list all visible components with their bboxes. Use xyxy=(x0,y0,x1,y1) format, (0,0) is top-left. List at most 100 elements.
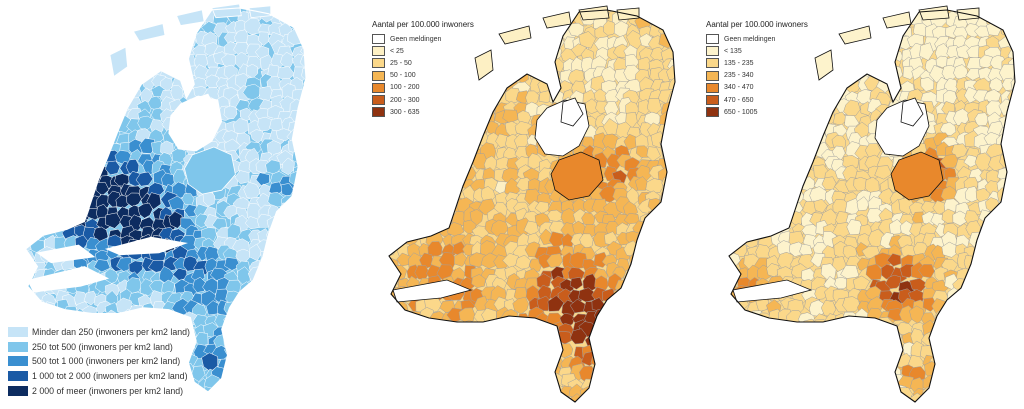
municipality-area xyxy=(607,342,621,357)
municipality-area xyxy=(9,153,24,169)
municipality-area xyxy=(729,339,742,357)
municipality-area xyxy=(234,379,253,393)
municipality-area xyxy=(260,250,277,267)
municipality-area xyxy=(39,77,58,93)
municipality-area xyxy=(389,400,401,402)
municipality-area xyxy=(770,375,784,393)
municipality-area xyxy=(271,7,287,12)
municipality-area xyxy=(267,334,284,350)
municipality-area xyxy=(41,22,58,39)
municipality-area xyxy=(842,343,858,360)
municipality-area xyxy=(529,65,546,80)
municipality-area xyxy=(978,307,994,324)
municipality-area xyxy=(669,113,675,130)
municipality-area xyxy=(621,387,638,401)
municipality-area xyxy=(55,161,70,176)
municipality-area xyxy=(732,400,747,402)
municipality-area xyxy=(645,277,662,292)
municipality-area xyxy=(39,84,56,102)
municipality-area xyxy=(757,330,773,345)
municipality-area xyxy=(181,193,195,206)
municipality-area xyxy=(974,243,989,261)
municipality-area xyxy=(932,399,948,402)
municipality-area xyxy=(303,378,306,393)
municipality-area xyxy=(414,372,432,390)
municipality-area xyxy=(804,385,820,401)
municipality-area xyxy=(625,305,641,325)
municipality-area xyxy=(60,151,78,167)
municipality-area xyxy=(298,321,306,338)
municipality-area xyxy=(417,151,433,170)
municipality-area xyxy=(1006,258,1015,273)
municipality-area xyxy=(41,168,57,187)
municipality-area xyxy=(41,132,57,146)
municipality-area xyxy=(765,363,783,381)
municipality-area xyxy=(745,189,762,203)
municipality-area xyxy=(568,22,585,37)
municipality-area xyxy=(744,220,762,234)
municipality-area xyxy=(515,254,531,270)
municipality-area xyxy=(44,53,61,70)
municipality-area xyxy=(389,130,398,147)
municipality-area xyxy=(820,263,837,280)
municipality-area xyxy=(406,198,421,214)
municipality-area xyxy=(25,204,38,221)
municipality-area xyxy=(290,292,306,308)
municipality-area xyxy=(967,289,982,303)
municipality-area xyxy=(44,9,59,26)
municipality-area xyxy=(299,7,306,18)
municipality-area xyxy=(969,342,983,360)
municipality-area xyxy=(932,345,949,362)
wadden-island xyxy=(474,49,494,81)
municipality-area xyxy=(856,386,873,402)
municipality-area xyxy=(668,156,675,175)
municipality-area xyxy=(1002,144,1015,160)
municipality-area xyxy=(389,334,402,350)
municipality-area xyxy=(603,301,619,318)
municipality-area xyxy=(288,388,304,393)
municipality-area xyxy=(25,20,28,34)
municipality-area xyxy=(746,180,762,195)
municipality-area xyxy=(836,342,853,360)
municipality-area xyxy=(245,387,261,393)
municipality-area xyxy=(483,321,498,338)
municipality-area xyxy=(404,120,419,138)
municipality-area xyxy=(780,10,797,17)
municipality-area xyxy=(25,20,36,36)
municipality-area xyxy=(512,318,530,338)
legend-swatch xyxy=(706,95,719,106)
municipality-area xyxy=(107,95,121,111)
municipality-area xyxy=(1009,365,1015,380)
municipality-area xyxy=(534,322,552,338)
municipality-area xyxy=(1009,22,1015,41)
municipality-area xyxy=(417,10,436,18)
municipality-area xyxy=(1011,342,1015,355)
municipality-area xyxy=(275,388,292,393)
municipality-area xyxy=(25,42,36,56)
municipality-area xyxy=(301,137,306,156)
flevoland-area xyxy=(184,146,236,195)
municipality-area xyxy=(7,204,25,217)
municipality-area xyxy=(1013,155,1015,174)
municipality-area xyxy=(997,242,1012,258)
municipality-area xyxy=(277,226,291,243)
municipality-area xyxy=(370,188,385,201)
municipality-area xyxy=(777,389,794,402)
municipality-area xyxy=(440,188,454,208)
municipality-area xyxy=(729,355,740,369)
municipality-area xyxy=(417,323,433,340)
municipality-area xyxy=(715,366,728,382)
municipality-area xyxy=(393,351,408,371)
municipality-area xyxy=(472,324,489,338)
municipality-area xyxy=(634,389,650,402)
municipality-area xyxy=(518,12,532,29)
municipality-area xyxy=(69,127,89,143)
municipality-area xyxy=(864,318,881,335)
municipality-area xyxy=(389,145,391,161)
municipality-area xyxy=(43,34,59,48)
municipality-area xyxy=(302,315,306,331)
municipality-area xyxy=(766,353,782,371)
municipality-area xyxy=(232,323,252,340)
municipality-area xyxy=(996,307,1013,324)
municipality-area xyxy=(389,368,393,381)
